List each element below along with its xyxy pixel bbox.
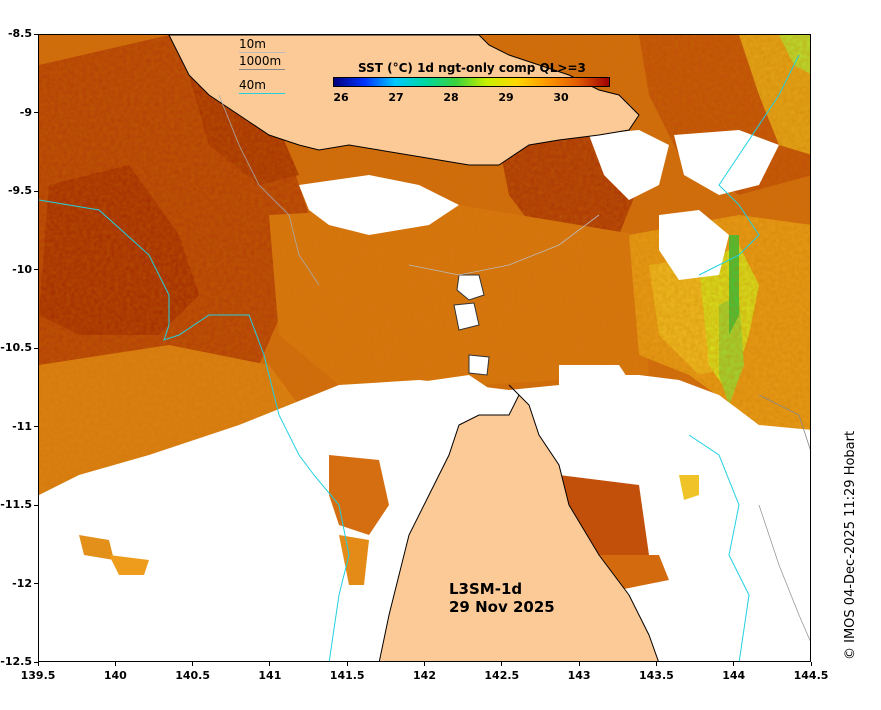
y-tick-mark — [34, 269, 38, 270]
depth-legend-line — [239, 69, 285, 70]
x-tick-label: 142.5 — [484, 669, 520, 682]
x-tick-mark — [810, 662, 812, 666]
x-tick-mark — [501, 662, 503, 666]
y-tick-label: -10.5 — [0, 341, 32, 354]
x-tick-label: 141.5 — [329, 669, 365, 682]
y-tick-mark — [34, 347, 38, 349]
depth-legend-line — [239, 93, 285, 94]
sst-map[interactable] — [38, 34, 811, 662]
depth-legend-label: 10m — [239, 37, 266, 51]
y-tick-mark — [34, 112, 38, 113]
x-tick-mark — [114, 662, 116, 666]
depth-contours — [39, 54, 810, 661]
land — [168, 35, 659, 661]
credit-text: © IMOS 04-Dec-2025 11:29 Hobart — [843, 430, 858, 660]
x-tick-mark — [192, 662, 194, 666]
x-tick-label: 140 — [103, 669, 127, 682]
x-tick-label: 144.5 — [793, 669, 829, 682]
colorbar — [333, 77, 610, 87]
y-tick-mark — [34, 504, 38, 506]
x-tick-label: 141 — [258, 669, 282, 682]
sst-map-canvas — [39, 35, 810, 661]
depth-legend-label: 40m — [239, 78, 266, 92]
x-tick-mark — [346, 662, 348, 666]
y-tick-label: -12.5 — [0, 655, 32, 668]
y-tick-mark — [34, 583, 38, 584]
y-tick-mark — [34, 33, 38, 35]
y-tick-label: -12 — [12, 576, 32, 590]
depth-legend-line — [239, 52, 285, 53]
x-tick-label: 142 — [413, 669, 436, 682]
y-tick-label: -11 — [12, 419, 32, 433]
y-tick-label: -8.5 — [7, 27, 32, 40]
y-tick-label: -11.5 — [0, 498, 32, 511]
product-label: L3SM-1d — [449, 580, 523, 598]
x-tick-mark — [269, 662, 271, 666]
product-stamp: L3SM-1d 29 Nov 2025 — [449, 580, 555, 616]
depth-legend-label: 1000m — [239, 54, 282, 68]
colorbar-tick-label: 30 — [553, 91, 569, 104]
y-tick-label: -10 — [12, 262, 32, 276]
y-tick-label: -9.5 — [7, 184, 32, 197]
x-tick-label: 143 — [567, 669, 591, 682]
x-tick-label: 139.5 — [20, 669, 56, 682]
x-tick-mark — [578, 662, 580, 666]
y-tick-mark — [34, 426, 38, 427]
y-tick-mark — [34, 190, 38, 192]
x-tick-label: 140.5 — [175, 669, 210, 682]
y-tick-mark — [34, 661, 38, 663]
colorbar-tick-label: 26 — [333, 91, 349, 104]
x-tick-label: 144 — [722, 669, 746, 682]
x-tick-mark — [37, 662, 39, 666]
x-tick-mark — [733, 662, 735, 666]
y-tick-label: -9 — [19, 105, 32, 119]
date-label: 29 Nov 2025 — [449, 598, 555, 616]
colorbar-tick-label: 29 — [498, 91, 514, 104]
colorbar-tick-label: 28 — [443, 91, 459, 104]
x-tick-mark — [424, 662, 425, 666]
x-tick-mark — [655, 662, 657, 666]
colorbar-tick-label: 27 — [388, 91, 404, 104]
x-tick-label: 143.5 — [638, 669, 674, 682]
colorbar-title: SST (°C) 1d ngt-only comp QL>=3 — [358, 61, 586, 75]
